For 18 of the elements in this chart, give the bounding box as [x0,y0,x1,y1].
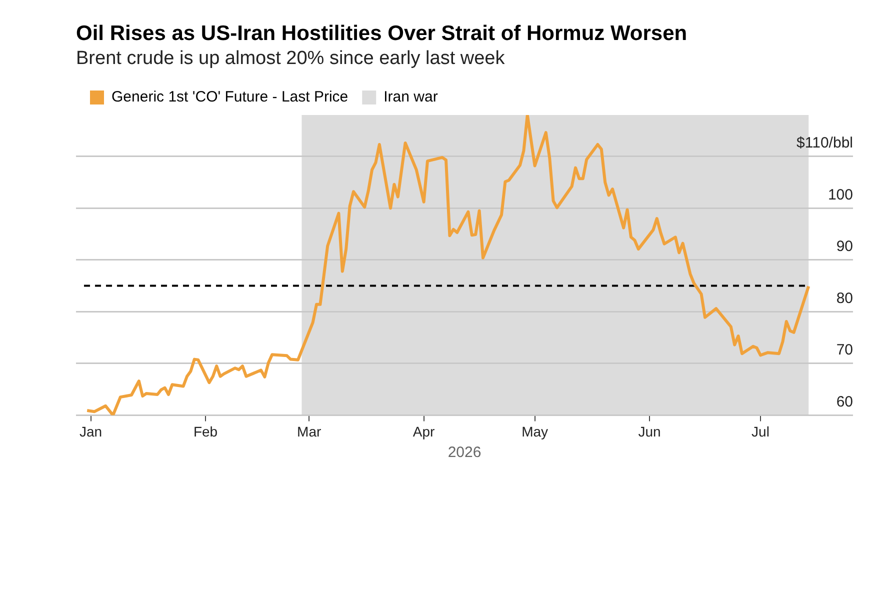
x-tick-label: May [522,423,548,440]
x-tick-label: Jun [638,423,661,440]
y-tick-label: 80 [836,290,853,307]
x-tick-label: Jan [80,423,102,440]
y-tick-label: 90 [836,238,853,256]
y-tick-label: 60 [836,393,853,410]
x-axis-title: 2026 [448,444,482,462]
y-tick-label: 70 [836,342,853,359]
x-tick-label: Apr [412,423,436,440]
x-tick-label: Mar [297,423,322,440]
legend-label: Generic 1st 'CO' Future - Last Price [112,88,348,106]
y-tick-label: $110/bbl [796,134,853,152]
y-tick-label: 100 [828,186,853,204]
legend-label: Iran war [384,88,438,106]
chart-subtitle: Brent crude is up almost 20% since early last week [76,48,505,70]
x-tick-label: Feb [193,423,218,440]
x-tick-label: Jul [752,423,770,440]
chart-title: Oil Rises as US-Iran Hostilities Over Strait of Hormuz Worsen [76,22,688,46]
